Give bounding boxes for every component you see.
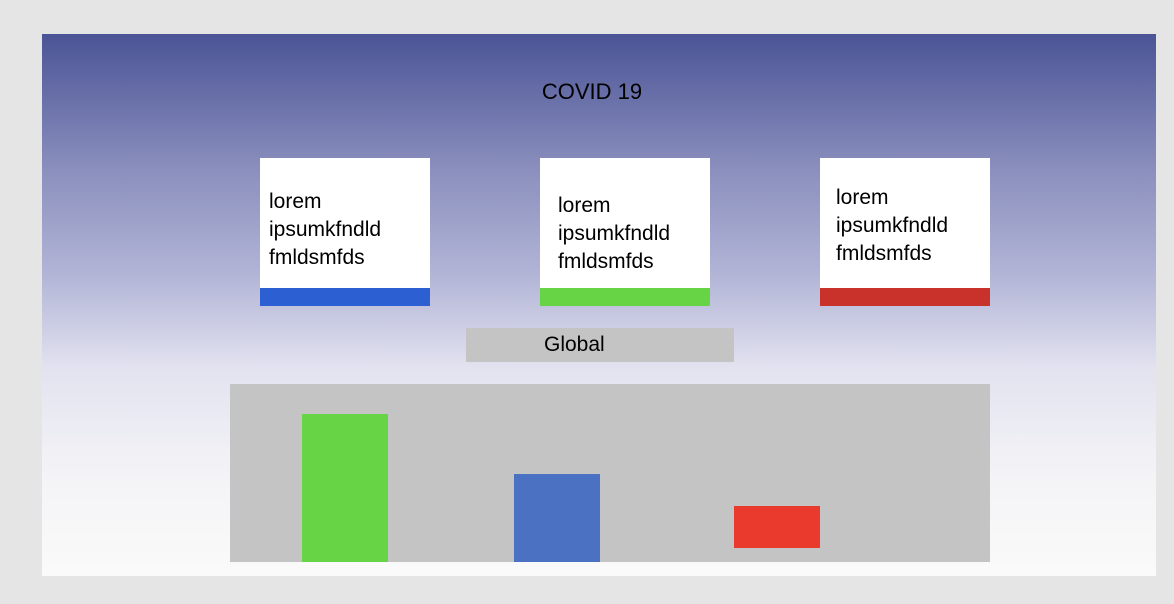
stat-card-2-text: lorem ipsumkfndld fmldsmfds bbox=[558, 194, 671, 273]
global-bar-chart bbox=[230, 384, 990, 562]
stat-card-2: lorem ipsumkfndld fmldsmfds bbox=[540, 158, 710, 306]
chart-bar-1 bbox=[302, 414, 388, 562]
chart-svg bbox=[302, 414, 820, 562]
stat-card-1-accent-bar bbox=[260, 288, 430, 306]
stat-card-1-text: lorem ipsumkfndld fmldsmfds bbox=[269, 190, 382, 269]
global-section-label: Global bbox=[544, 333, 605, 356]
stat-card-3-text: lorem ipsumkfndld fmldsmfds bbox=[836, 186, 949, 265]
stat-card-2-accent-bar bbox=[540, 288, 710, 306]
stat-card-3-accent-bar bbox=[820, 288, 990, 306]
stat-card-3: lorem ipsumkfndld fmldsmfds bbox=[820, 158, 990, 306]
chart-bar-2 bbox=[514, 474, 600, 562]
global-section-header: Global bbox=[466, 328, 734, 362]
page-title: COVID 19 bbox=[541, 79, 643, 104]
dashboard-frame: COVID 19 lorem ipsumkfndld fmldsmfds lor… bbox=[42, 34, 1156, 576]
chart-bar-3 bbox=[734, 506, 820, 548]
stat-card-1: lorem ipsumkfndld fmldsmfds bbox=[260, 158, 430, 306]
